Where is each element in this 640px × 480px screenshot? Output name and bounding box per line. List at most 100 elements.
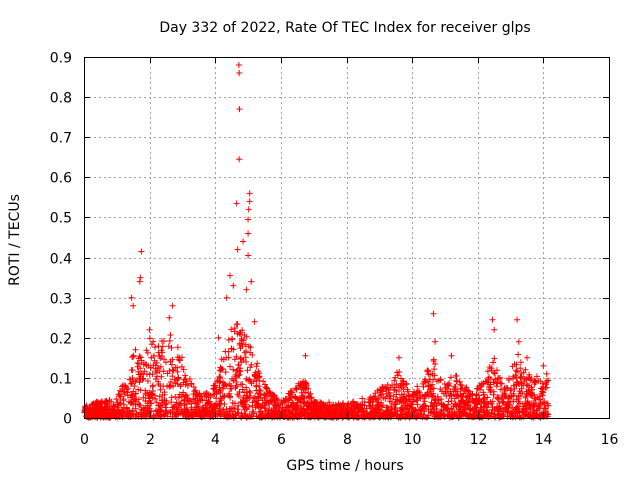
data-point	[120, 382, 126, 389]
data-point	[186, 376, 193, 382]
data-point	[252, 404, 259, 411]
data-point	[226, 381, 233, 387]
data-point	[146, 371, 153, 378]
data-point-peak	[396, 354, 402, 361]
data-point	[413, 396, 420, 403]
y-tick-label: 0.5	[50, 211, 72, 227]
y-tick-label: 0.8	[50, 91, 72, 107]
data-point	[235, 402, 242, 409]
data-point	[505, 377, 512, 383]
data-point	[156, 353, 163, 360]
data-point	[297, 384, 304, 391]
data-point	[128, 380, 135, 387]
data-point	[286, 390, 293, 397]
data-point	[154, 369, 161, 376]
data-point	[237, 329, 244, 336]
data-point	[150, 352, 157, 359]
data-point	[150, 362, 157, 369]
data-point-peak	[489, 316, 496, 323]
x-tick-label: 6	[277, 432, 286, 448]
data-point	[128, 367, 135, 374]
data-point	[255, 368, 262, 375]
data-point	[434, 393, 441, 400]
data-point	[237, 368, 244, 375]
data-point	[135, 355, 142, 362]
data-point	[507, 387, 514, 394]
data-point	[419, 380, 426, 387]
data-point	[395, 414, 402, 421]
data-point	[167, 379, 174, 385]
data-point	[335, 408, 342, 415]
data-point	[182, 391, 189, 398]
data-point-peak	[524, 354, 530, 361]
data-point	[440, 411, 447, 418]
data-point	[451, 395, 458, 402]
data-point	[491, 369, 497, 376]
data-point	[253, 363, 260, 370]
data-point	[168, 399, 175, 406]
data-point	[223, 406, 230, 413]
data-point	[205, 399, 212, 406]
data-point	[228, 326, 235, 333]
data-point	[169, 356, 176, 363]
data-point	[354, 414, 361, 421]
data-point	[490, 391, 497, 398]
data-point	[272, 397, 279, 404]
data-point	[169, 373, 176, 380]
data-point	[481, 394, 488, 401]
data-point	[241, 389, 248, 396]
data-point	[144, 349, 151, 356]
data-point	[451, 383, 458, 390]
data-point	[156, 402, 163, 409]
data-point	[126, 376, 133, 383]
data-point	[448, 398, 455, 405]
data-point	[516, 409, 523, 416]
data-point	[540, 389, 547, 396]
x-tick-label: 4	[211, 432, 220, 448]
data-point	[379, 388, 386, 395]
data-point	[322, 414, 329, 421]
data-point	[147, 392, 153, 399]
data-point	[450, 403, 457, 410]
data-point	[495, 396, 502, 403]
data-point	[140, 361, 147, 368]
data-point-peak	[246, 190, 253, 197]
data-point	[370, 398, 377, 405]
data-point	[117, 393, 124, 400]
data-point	[241, 349, 248, 356]
data-point	[525, 402, 532, 408]
data-point	[135, 368, 142, 375]
data-point	[135, 360, 142, 367]
data-point	[523, 393, 529, 400]
data-point	[492, 370, 498, 377]
data-point	[497, 380, 504, 387]
data-point	[399, 378, 406, 384]
data-point	[425, 382, 432, 389]
data-point	[457, 386, 464, 393]
data-point	[247, 394, 254, 401]
data-point	[478, 380, 485, 387]
data-point	[143, 362, 150, 369]
data-point-peak	[138, 248, 145, 255]
data-point	[453, 403, 460, 410]
data-point-peak	[251, 318, 258, 325]
data-point	[470, 414, 477, 421]
data-point	[376, 414, 383, 421]
data-point	[389, 398, 395, 405]
data-point	[184, 406, 191, 413]
data-point	[285, 397, 291, 404]
data-point	[174, 344, 181, 351]
data-point	[413, 397, 420, 404]
data-point	[335, 400, 342, 407]
data-point	[497, 386, 504, 393]
data-point-peak	[223, 294, 230, 301]
data-point	[242, 410, 249, 417]
data-point	[495, 375, 502, 382]
data-point	[441, 381, 448, 387]
data-point	[297, 412, 304, 419]
data-point	[179, 411, 186, 418]
data-point	[430, 356, 437, 363]
data-point	[177, 400, 183, 407]
data-point-peak	[245, 216, 252, 223]
data-point	[244, 367, 251, 374]
